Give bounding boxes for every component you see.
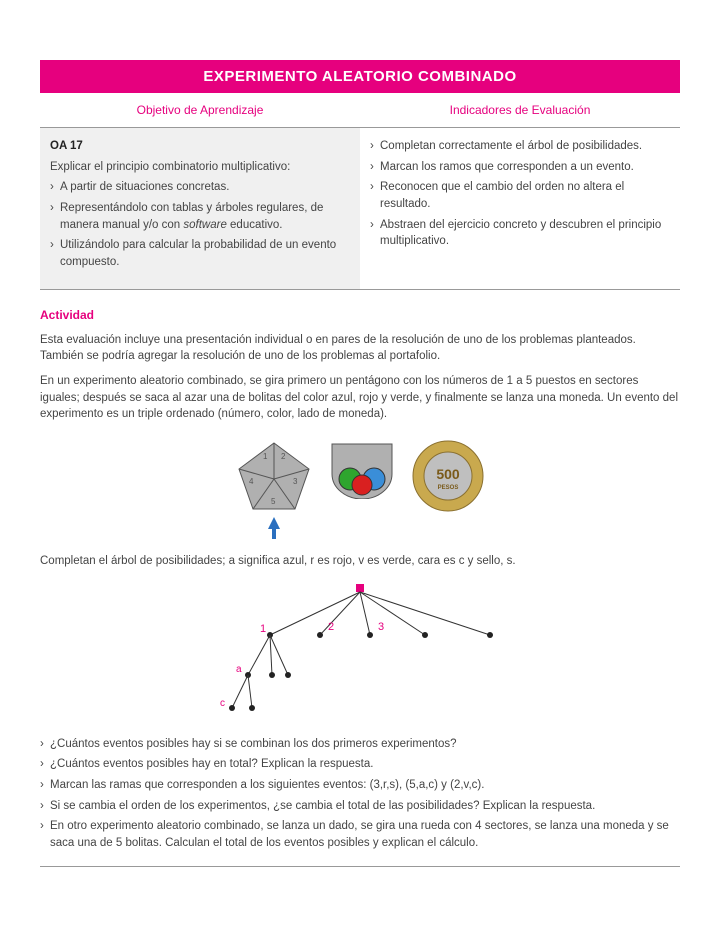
pentagon-svg: 2 3 5 4 1 [235,439,313,513]
svg-text:4: 4 [249,477,254,486]
arrow-stem [272,529,276,539]
activity-heading: Actividad [40,308,680,322]
list-item: A partir de situaciones concretas. [50,179,350,196]
activity-para1: Esta evaluación incluye una presentación… [40,332,680,365]
svg-text:1: 1 [260,623,266,635]
coin-figure: 500 PESOS [411,439,485,513]
list-item: Si se cambia el orden de los experimento… [40,798,680,815]
probability-tree: 1 2 3 a c [40,580,680,720]
list-item: Reconocen que el cambio del orden no alt… [370,179,670,212]
bowl-figure [327,439,397,499]
tree-instruction: Completan el árbol de posibilidades; a s… [40,553,680,570]
svg-text:3: 3 [293,477,298,486]
svg-text:PESOS: PESOS [438,485,459,491]
list-item: ¿Cuántos eventos posibles hay en total? … [40,756,680,773]
bottom-divider [40,866,680,867]
list-item: Abstraen del ejercicio concreto y descub… [370,217,670,250]
svg-text:2: 2 [281,452,286,461]
oa-items: A partir de situaciones concretas. Repre… [50,179,350,270]
figure-row: 2 3 5 4 1 500 PESOS [40,439,680,539]
header-objetivo: Objetivo de Aprendizaje [40,93,360,127]
objetivo-cell: OA 17 Explicar el principio combinatorio… [40,128,360,289]
table-headers: Objetivo de Aprendizaje Indicadores de E… [40,93,680,128]
oa-code: OA 17 [50,138,350,155]
indicadores-cell: Completan correctamente el árbol de posi… [360,128,680,289]
svg-text:5: 5 [271,497,276,506]
svg-text:c: c [220,698,225,709]
svg-text:2: 2 [328,621,334,633]
svg-text:a: a [236,664,242,675]
svg-text:500: 500 [436,466,460,482]
oa-desc: Explicar el principio combinatorio multi… [50,159,350,176]
page-title: EXPERIMENTO ALEATORIO COMBINADO [40,60,680,93]
questions-list: ¿Cuántos eventos posibles hay si se comb… [40,736,680,852]
list-item: Utilizándolo para calcular la probabilid… [50,237,350,270]
pentagon-figure: 2 3 5 4 1 [235,439,313,539]
arrow-up-icon [268,517,280,529]
list-item: Marcan las ramas que corresponden a los … [40,777,680,794]
svg-text:1: 1 [263,452,268,461]
list-item: ¿Cuántos eventos posibles hay si se comb… [40,736,680,753]
indicator-items: Completan correctamente el árbol de posi… [370,138,670,250]
content-row: OA 17 Explicar el principio combinatorio… [40,128,680,290]
list-item: Completan correctamente el árbol de posi… [370,138,670,155]
header-indicadores: Indicadores de Evaluación [360,93,680,127]
list-item: Marcan los ramos que corresponden a un e… [370,159,670,176]
list-item: En otro experimento aleatorio combinado,… [40,818,680,851]
list-item: Representándolo con tablas y árboles reg… [50,200,350,233]
svg-text:3: 3 [378,621,384,633]
activity-para2: En un experimento aleatorio combinado, s… [40,373,680,423]
